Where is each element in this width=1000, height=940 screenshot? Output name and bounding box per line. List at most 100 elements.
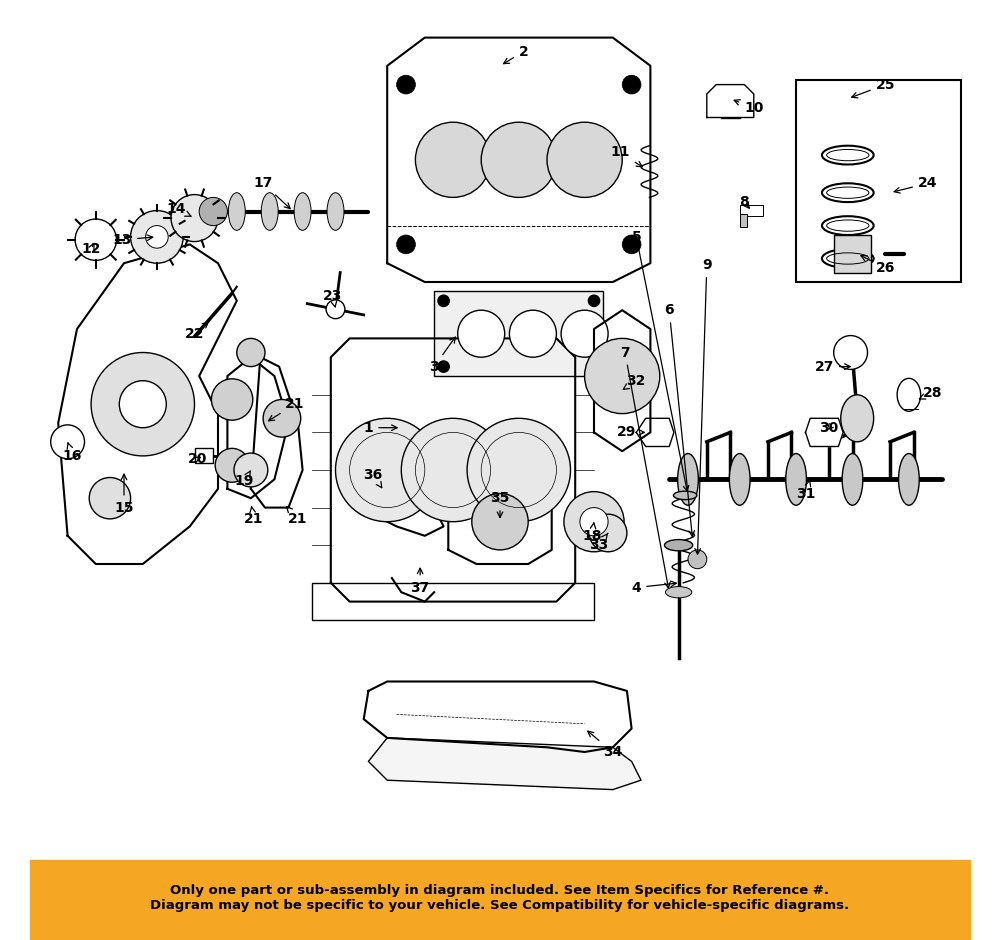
Circle shape [211, 379, 253, 420]
Circle shape [326, 300, 345, 319]
Circle shape [263, 400, 301, 437]
Bar [740, 205, 763, 216]
Text: 33: 33 [589, 533, 608, 552]
Circle shape [199, 197, 227, 226]
Text: 23: 23 [323, 290, 342, 307]
Circle shape [588, 361, 600, 372]
Polygon shape [312, 583, 594, 620]
Ellipse shape [729, 454, 750, 506]
Circle shape [458, 310, 505, 357]
Text: 3: 3 [429, 337, 455, 373]
Ellipse shape [841, 395, 874, 442]
Text: 22: 22 [185, 322, 209, 340]
Circle shape [119, 381, 166, 428]
Circle shape [131, 211, 183, 263]
Circle shape [438, 295, 449, 306]
Ellipse shape [664, 540, 693, 551]
Polygon shape [364, 682, 632, 752]
Circle shape [397, 235, 415, 254]
Text: 7: 7 [620, 346, 670, 588]
Circle shape [438, 361, 449, 372]
Circle shape [585, 338, 660, 414]
Ellipse shape [261, 193, 278, 230]
Text: 30: 30 [819, 421, 839, 434]
Text: 35: 35 [490, 492, 510, 518]
Ellipse shape [899, 454, 919, 506]
Ellipse shape [327, 193, 344, 230]
Circle shape [215, 448, 249, 482]
Text: 8: 8 [740, 196, 749, 209]
Text: 11: 11 [611, 146, 642, 167]
Polygon shape [331, 338, 575, 602]
Circle shape [588, 295, 600, 306]
Text: 18: 18 [582, 523, 602, 542]
Bar [740, 214, 747, 227]
Circle shape [622, 75, 641, 94]
Circle shape [171, 195, 218, 242]
Circle shape [415, 122, 491, 197]
Text: 19: 19 [235, 471, 254, 488]
Circle shape [561, 310, 608, 357]
Text: 26: 26 [861, 256, 895, 274]
Ellipse shape [228, 193, 245, 230]
Text: 36: 36 [363, 468, 383, 488]
Text: 29: 29 [617, 426, 644, 439]
Polygon shape [58, 244, 237, 564]
Text: 24: 24 [894, 177, 937, 193]
Circle shape [547, 122, 622, 197]
Text: 31: 31 [796, 480, 815, 500]
Circle shape [397, 75, 415, 94]
Text: 10: 10 [734, 100, 763, 115]
Circle shape [589, 514, 627, 552]
Text: 6: 6 [664, 304, 694, 537]
Text: 13: 13 [112, 233, 153, 246]
Text: 5: 5 [631, 230, 689, 492]
Circle shape [509, 310, 556, 357]
Text: 16: 16 [63, 443, 82, 462]
Bar [796, 80, 961, 282]
Ellipse shape [842, 454, 863, 506]
Text: 14: 14 [166, 202, 191, 216]
Circle shape [564, 492, 624, 552]
Polygon shape [707, 85, 754, 118]
Polygon shape [594, 310, 650, 451]
Text: 9: 9 [695, 258, 712, 555]
Polygon shape [368, 738, 641, 790]
Text: 25: 25 [852, 78, 895, 98]
Circle shape [481, 122, 556, 197]
Circle shape [91, 352, 195, 456]
Text: 1: 1 [364, 421, 397, 434]
Circle shape [51, 425, 85, 459]
Ellipse shape [665, 587, 692, 598]
Circle shape [237, 338, 265, 367]
Text: Only one part or sub-assembly in diagram included. See Item Specifics for Refere: Only one part or sub-assembly in diagram… [150, 884, 850, 912]
Ellipse shape [673, 491, 697, 500]
Circle shape [336, 418, 439, 522]
Circle shape [834, 336, 868, 369]
Circle shape [75, 219, 116, 260]
Text: 32: 32 [623, 374, 646, 389]
Bar [30, 860, 970, 940]
Polygon shape [448, 479, 552, 564]
Ellipse shape [678, 454, 698, 506]
Polygon shape [387, 38, 650, 282]
Text: 15: 15 [114, 474, 134, 514]
Circle shape [89, 478, 131, 519]
Circle shape [472, 494, 528, 550]
Circle shape [467, 418, 571, 522]
Text: 21: 21 [269, 398, 305, 421]
Ellipse shape [294, 193, 311, 230]
Circle shape [146, 226, 168, 248]
Text: 20: 20 [188, 452, 207, 465]
Text: 21: 21 [244, 507, 263, 525]
Ellipse shape [786, 454, 806, 506]
Text: 12: 12 [81, 243, 101, 256]
Polygon shape [636, 418, 674, 446]
Text: 2: 2 [504, 45, 528, 64]
Circle shape [688, 550, 707, 569]
Bar [195, 448, 213, 463]
Text: 17: 17 [253, 177, 290, 209]
Bar [434, 291, 603, 376]
Circle shape [580, 508, 608, 536]
Circle shape [622, 235, 641, 254]
